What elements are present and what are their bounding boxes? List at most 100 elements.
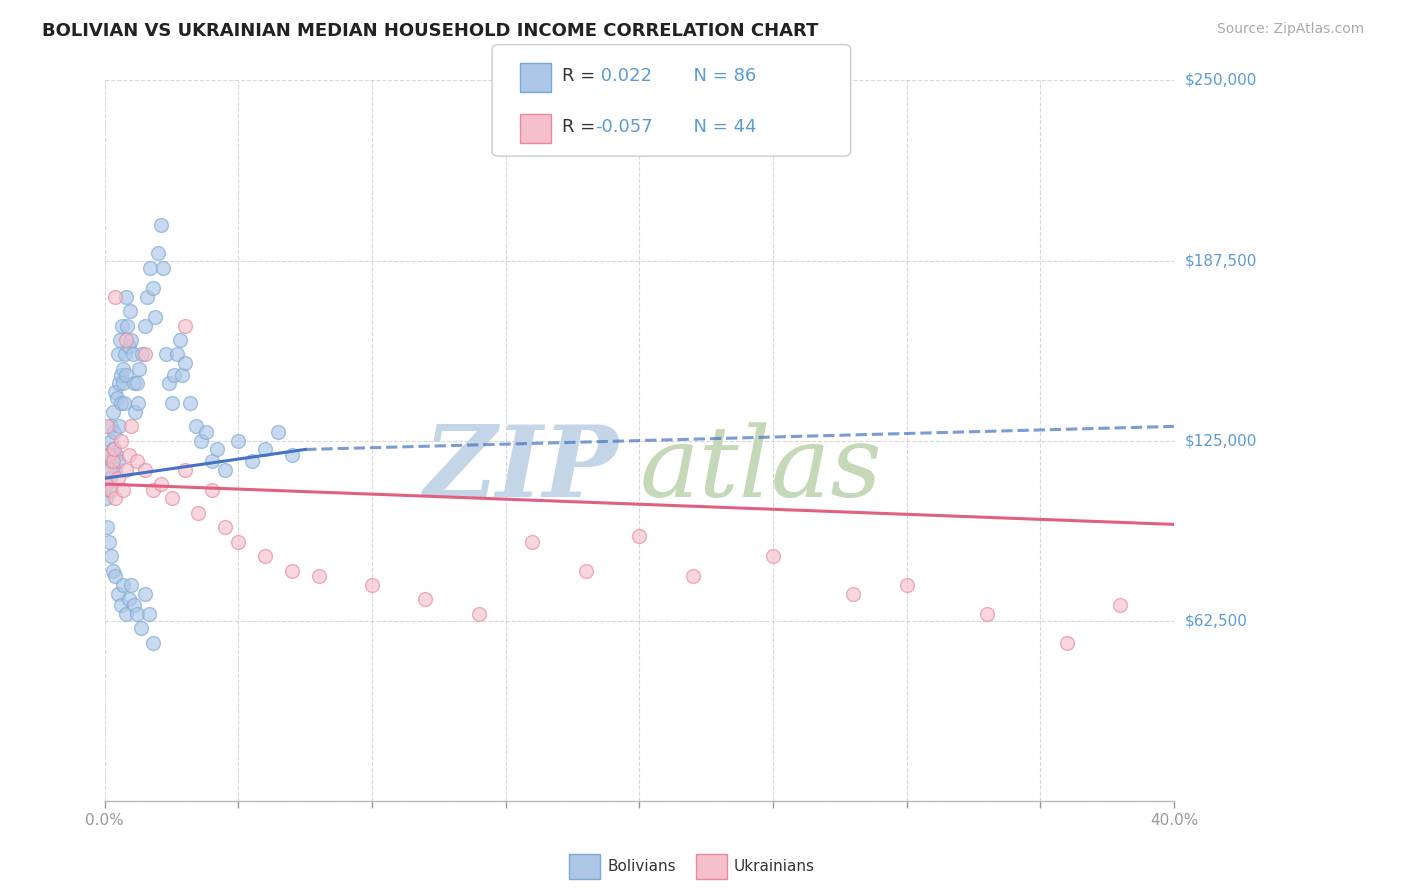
Point	[522, 534, 544, 549]
Point	[169, 333, 191, 347]
Point	[103, 425, 125, 439]
Point	[108, 333, 131, 347]
Point	[101, 454, 124, 468]
Point	[101, 405, 124, 419]
Point	[94, 477, 117, 491]
Point	[682, 569, 704, 583]
Text: R =: R =	[562, 118, 602, 136]
Point	[110, 598, 132, 612]
Point	[117, 318, 139, 333]
Point	[976, 607, 998, 621]
Point	[214, 520, 236, 534]
Point	[111, 361, 134, 376]
Point	[125, 376, 148, 391]
Point	[281, 448, 304, 462]
Point	[98, 471, 121, 485]
Text: $62,500: $62,500	[1185, 614, 1249, 629]
Point	[139, 260, 162, 275]
Point	[267, 425, 290, 439]
Point	[107, 586, 129, 600]
Point	[124, 405, 146, 419]
Point	[118, 448, 141, 462]
Point	[281, 564, 304, 578]
Text: $187,500: $187,500	[1185, 253, 1257, 268]
Point	[96, 520, 118, 534]
Point	[101, 564, 124, 578]
Point	[100, 434, 122, 448]
Point	[1109, 598, 1132, 612]
Point	[98, 462, 121, 476]
Text: atlas: atlas	[640, 422, 882, 517]
Point	[115, 462, 138, 476]
Point	[120, 333, 142, 347]
Point	[114, 347, 136, 361]
Point	[125, 454, 148, 468]
Text: -0.057: -0.057	[595, 118, 652, 136]
Point	[104, 569, 127, 583]
Text: N = 86: N = 86	[682, 67, 756, 85]
Point	[122, 376, 145, 391]
Point	[361, 578, 384, 592]
Point	[110, 434, 132, 448]
Point	[104, 448, 127, 462]
Point	[157, 376, 180, 391]
Point	[152, 260, 174, 275]
Point	[128, 361, 150, 376]
Point	[112, 396, 135, 410]
Point	[155, 347, 177, 361]
Point	[97, 454, 120, 468]
Text: $250,000: $250,000	[1185, 73, 1257, 88]
Point	[118, 339, 141, 353]
Point	[115, 290, 138, 304]
Point	[415, 592, 437, 607]
Point	[131, 347, 153, 361]
Point	[107, 347, 129, 361]
Point	[98, 483, 121, 497]
Point	[96, 462, 118, 476]
Point	[762, 549, 785, 563]
Point	[108, 376, 131, 391]
Point	[205, 442, 228, 457]
Text: 0.022: 0.022	[595, 67, 652, 85]
Point	[134, 318, 156, 333]
Point	[200, 454, 222, 468]
Point	[120, 304, 142, 318]
Point	[200, 483, 222, 497]
Text: N = 44: N = 44	[682, 118, 756, 136]
Point	[115, 333, 138, 347]
Point	[214, 462, 236, 476]
Point	[173, 356, 195, 370]
Point	[228, 434, 250, 448]
Point	[118, 592, 141, 607]
Point	[172, 368, 194, 382]
Point	[112, 578, 135, 592]
Point	[146, 246, 169, 260]
Point	[160, 491, 183, 506]
Point	[190, 434, 212, 448]
Point	[127, 396, 149, 410]
Text: BOLIVIAN VS UKRAINIAN MEDIAN HOUSEHOLD INCOME CORRELATION CHART: BOLIVIAN VS UKRAINIAN MEDIAN HOUSEHOLD I…	[42, 22, 818, 40]
Point	[104, 384, 127, 399]
Point	[142, 483, 165, 497]
Text: ZIP: ZIP	[423, 421, 617, 518]
Point	[628, 529, 651, 543]
Point	[195, 425, 218, 439]
Point	[115, 607, 138, 621]
Point	[228, 534, 250, 549]
Point	[110, 396, 132, 410]
Text: $125,000: $125,000	[1185, 434, 1257, 449]
Point	[1056, 635, 1078, 649]
Point	[149, 477, 172, 491]
Point	[254, 442, 277, 457]
Point	[142, 635, 165, 649]
Point	[163, 368, 186, 382]
Text: Bolivians: Bolivians	[607, 859, 676, 873]
Point	[896, 578, 918, 592]
Point	[468, 607, 491, 621]
Point	[575, 564, 598, 578]
Point	[149, 218, 172, 232]
Point	[145, 310, 167, 324]
Point	[842, 586, 865, 600]
Point	[107, 471, 129, 485]
Point	[94, 491, 117, 506]
